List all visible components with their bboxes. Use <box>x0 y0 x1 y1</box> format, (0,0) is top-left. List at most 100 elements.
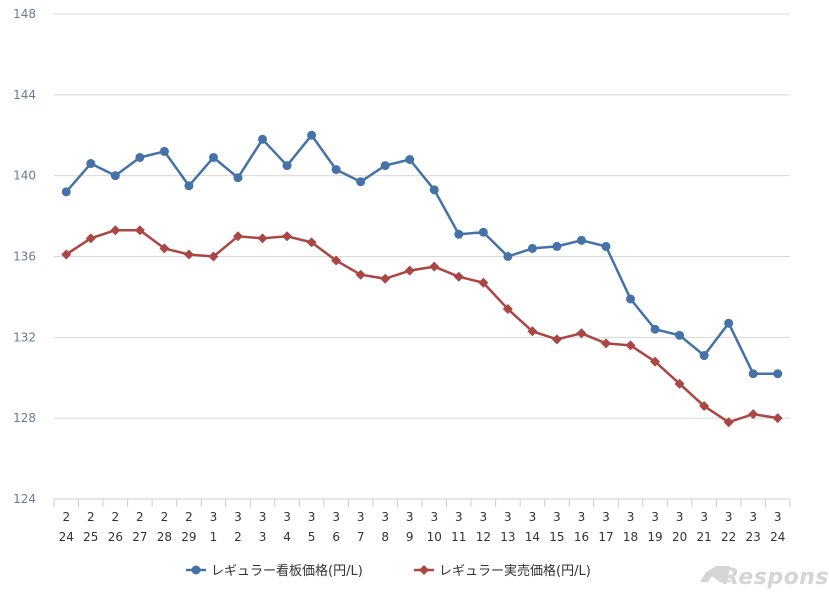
data-point-marker[interactable] <box>772 413 783 424</box>
brand-watermark-text: Response. <box>722 565 829 590</box>
data-point-marker[interactable] <box>110 171 120 181</box>
legend-item-actual-price[interactable]: レギュラー実売価格(円/L) <box>414 563 591 579</box>
x-tick-label-month: 2 <box>87 510 95 524</box>
data-point-marker[interactable] <box>331 255 342 266</box>
x-tick-label-day: 19 <box>647 530 662 544</box>
data-point-marker[interactable] <box>502 304 513 315</box>
grid-lines <box>54 13 790 419</box>
x-tick-label-month: 3 <box>283 510 291 524</box>
data-point-marker[interactable] <box>208 251 219 262</box>
y-tick-label: 136 <box>13 250 36 264</box>
data-point-marker[interactable] <box>650 324 660 334</box>
x-tick-label-month: 3 <box>627 510 635 524</box>
data-point-marker[interactable] <box>405 155 415 164</box>
data-point-marker[interactable] <box>527 243 537 253</box>
data-point-marker[interactable] <box>674 378 685 389</box>
x-tick-label-month: 3 <box>602 510 610 524</box>
data-point-marker[interactable] <box>356 177 366 187</box>
x-tick-label-day: 18 <box>623 530 638 544</box>
data-point-marker[interactable] <box>307 130 317 140</box>
data-point-marker[interactable] <box>183 249 194 260</box>
series-1 <box>61 130 783 379</box>
x-tick-label-month: 3 <box>749 510 757 524</box>
data-point-marker[interactable] <box>478 277 489 288</box>
x-tick-label-month: 3 <box>234 510 242 524</box>
data-point-marker[interactable] <box>723 417 734 428</box>
data-point-marker[interactable] <box>551 334 562 345</box>
data-point-marker[interactable] <box>233 231 243 242</box>
data-point-marker[interactable] <box>282 161 292 171</box>
data-point-marker[interactable] <box>159 146 169 156</box>
data-point-marker[interactable] <box>675 330 685 340</box>
x-tick-label-day: 29 <box>181 530 196 544</box>
y-tick-label: 124 <box>13 492 36 506</box>
data-point-marker[interactable] <box>601 241 611 251</box>
x-tick-label-day: 13 <box>500 530 515 544</box>
data-point-marker[interactable] <box>61 249 72 260</box>
x-tick-label-day: 23 <box>746 530 761 544</box>
legend-item-signboard-price[interactable]: レギュラー看板価格(円/L) <box>186 563 363 579</box>
x-tick-label-day: 5 <box>308 530 316 544</box>
data-point-marker[interactable] <box>773 369 783 379</box>
data-point-marker[interactable] <box>576 328 587 339</box>
data-point-marker[interactable] <box>257 233 268 244</box>
data-point-marker[interactable] <box>453 271 464 282</box>
data-point-marker[interactable] <box>626 294 636 304</box>
x-tick-label-day: 14 <box>525 530 540 544</box>
data-point-marker[interactable] <box>404 265 415 276</box>
data-point-marker[interactable] <box>61 187 71 197</box>
data-point-marker[interactable] <box>380 273 391 284</box>
y-tick-label: 148 <box>13 7 36 21</box>
legend-label-signboard: レギュラー看板価格(円/L) <box>211 563 363 579</box>
data-point-marker[interactable] <box>134 225 145 236</box>
x-tick-label-month: 3 <box>700 510 708 524</box>
data-point-marker[interactable] <box>699 401 710 412</box>
data-point-marker[interactable] <box>258 134 268 144</box>
series-group <box>61 130 783 428</box>
x-tick-label-month: 3 <box>504 510 512 524</box>
data-point-marker[interactable] <box>159 243 170 254</box>
data-point-marker[interactable] <box>331 165 341 175</box>
data-point-marker[interactable] <box>233 173 243 183</box>
data-point-marker[interactable] <box>429 261 440 272</box>
data-point-marker[interactable] <box>478 227 488 237</box>
data-point-marker[interactable] <box>282 231 293 242</box>
data-point-marker[interactable] <box>429 185 439 195</box>
data-point-marker[interactable] <box>748 369 758 379</box>
data-point-marker[interactable] <box>208 152 218 162</box>
x-tick-label-day: 11 <box>451 530 466 544</box>
x-tick-label-day: 1 <box>210 530 218 544</box>
x-tick-label-day: 2 <box>234 530 242 544</box>
x-tick-label-month: 3 <box>725 510 733 524</box>
x-tick-label-month: 3 <box>480 510 488 524</box>
data-point-marker[interactable] <box>135 152 145 162</box>
data-point-marker[interactable] <box>86 159 96 169</box>
x-tick-label-month: 3 <box>578 510 586 524</box>
data-point-marker[interactable] <box>625 340 636 351</box>
data-point-marker[interactable] <box>699 351 709 361</box>
data-point-marker[interactable] <box>552 241 562 251</box>
data-point-marker[interactable] <box>503 252 513 261</box>
x-tick-label-day: 12 <box>476 530 491 544</box>
y-tick-label: 144 <box>13 88 36 102</box>
data-point-marker[interactable] <box>454 229 464 239</box>
data-point-marker[interactable] <box>355 269 366 280</box>
x-tick-label-month: 3 <box>210 510 218 524</box>
data-point-marker[interactable] <box>306 237 317 248</box>
x-tick-label-day: 9 <box>406 530 414 544</box>
x-axis-ticks: 2242252262272282293132333435363738393103… <box>59 510 786 544</box>
data-point-marker[interactable] <box>724 318 734 328</box>
data-point-marker[interactable] <box>601 338 611 349</box>
data-point-marker[interactable] <box>748 409 759 420</box>
x-tick-label-day: 15 <box>549 530 564 544</box>
data-point-marker[interactable] <box>576 235 586 245</box>
x-tick-label-day: 24 <box>59 530 74 544</box>
x-tick-label-month: 3 <box>308 510 316 524</box>
x-tick-label-month: 2 <box>136 510 144 524</box>
data-point-marker[interactable] <box>650 356 661 367</box>
data-point-marker[interactable] <box>380 161 390 171</box>
data-point-marker[interactable] <box>184 181 194 191</box>
data-point-marker[interactable] <box>110 225 121 236</box>
data-point-marker[interactable] <box>85 233 96 244</box>
data-point-marker[interactable] <box>527 326 538 337</box>
